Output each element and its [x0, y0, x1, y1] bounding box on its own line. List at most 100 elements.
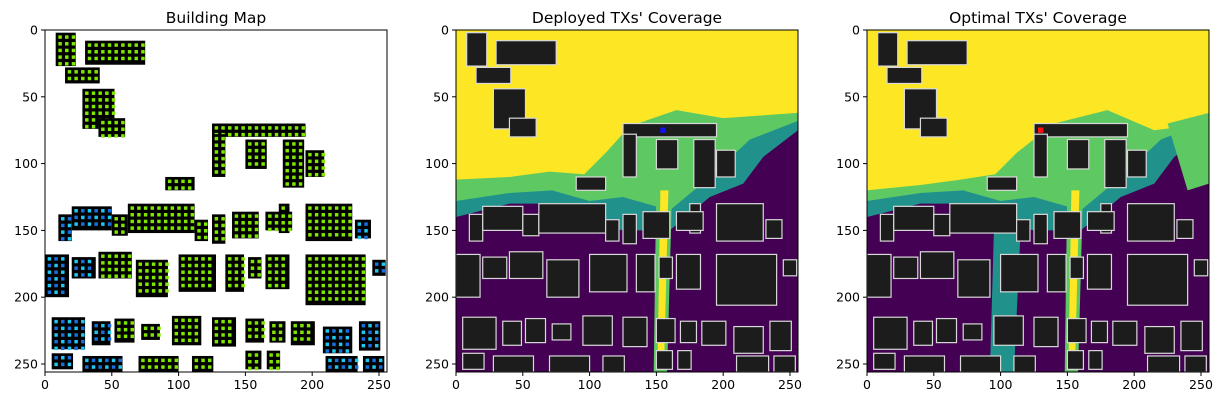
- map-cell: [67, 217, 72, 221]
- map-cell: [334, 257, 339, 261]
- map-cell: [71, 42, 76, 46]
- map-cell: [254, 221, 259, 225]
- map-cell: [145, 269, 149, 273]
- map-cell: [54, 270, 58, 274]
- map-cell: [314, 277, 319, 281]
- building: [893, 205, 935, 231]
- building: [893, 256, 919, 280]
- building: [913, 320, 934, 346]
- map-cell: [234, 214, 239, 218]
- building: [733, 325, 764, 354]
- y-tick-label: 100: [836, 156, 860, 171]
- map-cell: [141, 50, 145, 54]
- map-cell: [91, 365, 96, 369]
- map-cell: [47, 257, 52, 261]
- building: [993, 315, 1024, 346]
- map-cell: [254, 155, 259, 160]
- map-cell: [334, 206, 339, 210]
- map-cell: [107, 254, 112, 258]
- building: [482, 256, 508, 280]
- map-cell: [308, 219, 312, 224]
- map-cell: [138, 289, 142, 293]
- map-cell: [214, 126, 219, 130]
- map-cell: [143, 226, 148, 230]
- map-cell: [341, 277, 346, 281]
- map-cell: [61, 223, 65, 228]
- map-cell: [314, 172, 319, 177]
- building: [522, 213, 540, 237]
- tx-marker: [660, 127, 666, 133]
- map-cell: [121, 134, 125, 138]
- map-cell: [321, 233, 326, 237]
- map-cell: [341, 257, 346, 261]
- map-cell: [130, 213, 134, 217]
- map-cell: [314, 166, 319, 170]
- map-cell: [272, 337, 276, 341]
- map-cell: [328, 277, 332, 281]
- map-cell: [74, 273, 78, 277]
- building: [141, 323, 160, 340]
- map-cell: [181, 283, 185, 288]
- building: [551, 323, 572, 341]
- map-cell: [361, 283, 366, 288]
- map-cell: [221, 150, 225, 154]
- map-cell: [107, 120, 112, 125]
- map-cell: [107, 127, 112, 131]
- building: [1088, 350, 1103, 370]
- map-cell: [54, 333, 58, 337]
- map-cell: [365, 358, 370, 363]
- map-cell: [285, 175, 289, 180]
- map-cell: [85, 365, 89, 369]
- building: [1086, 211, 1115, 231]
- map-cell: [332, 349, 336, 353]
- building: [675, 211, 704, 231]
- map-cell: [94, 323, 98, 328]
- map-cell: [321, 283, 326, 288]
- map-cell: [145, 282, 149, 286]
- map-cell: [54, 346, 58, 351]
- map-cell: [288, 227, 292, 232]
- map-cell: [54, 326, 58, 331]
- map-cell: [207, 263, 212, 268]
- map-cell: [228, 263, 232, 268]
- map-cell: [228, 283, 232, 288]
- map-cell: [281, 263, 285, 268]
- map-cell: [67, 339, 72, 344]
- map-cell: [321, 297, 326, 301]
- map-cell: [241, 132, 245, 137]
- map-cell: [328, 226, 332, 230]
- map-cell: [228, 132, 232, 137]
- map-cell: [194, 257, 199, 261]
- map-cell: [74, 346, 78, 351]
- map-cell: [293, 323, 297, 328]
- y-tick-label: 150: [425, 223, 449, 238]
- map-cell: [87, 273, 92, 277]
- map-cell: [276, 359, 280, 364]
- map-cell: [111, 358, 116, 363]
- map-cell: [261, 327, 265, 332]
- map-cell: [87, 215, 92, 220]
- map-cell: [94, 50, 98, 54]
- map-cell: [147, 365, 152, 369]
- map-cell: [187, 277, 192, 281]
- map-cell: [250, 273, 255, 277]
- map-cell: [81, 259, 85, 264]
- map-cell: [308, 270, 312, 274]
- map-cell: [138, 262, 142, 266]
- map-cell: [65, 35, 69, 39]
- building: [1144, 325, 1175, 354]
- map-cell: [181, 257, 185, 261]
- map-cell: [321, 219, 326, 224]
- map-cell: [361, 323, 366, 328]
- map-cell: [81, 339, 85, 344]
- map-cell: [158, 289, 163, 293]
- map-cell: [298, 155, 303, 160]
- map-cell: [87, 43, 92, 47]
- map-cell: [61, 283, 65, 288]
- building: [211, 214, 226, 244]
- map-cell: [274, 283, 279, 288]
- map-cell: [248, 214, 252, 218]
- map-cell: [378, 358, 383, 363]
- map-cell: [221, 156, 225, 161]
- map-cell: [281, 132, 285, 137]
